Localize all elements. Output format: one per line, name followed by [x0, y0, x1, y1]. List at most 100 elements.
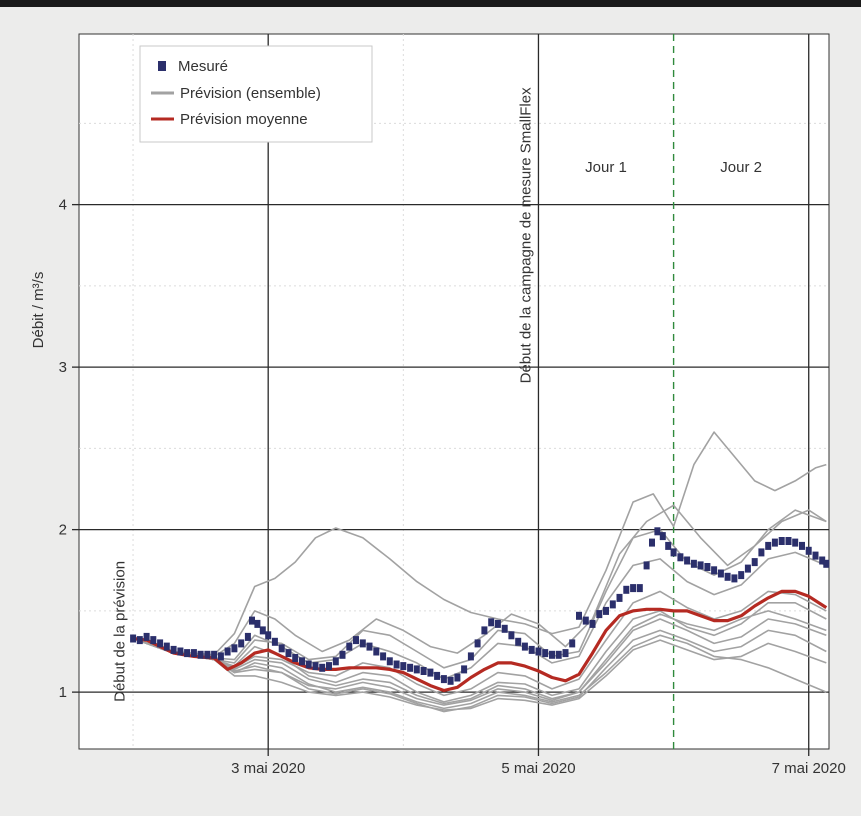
measured-point [143, 632, 150, 641]
measured-point [157, 639, 164, 648]
measured-point [292, 654, 299, 662]
measured-point [562, 649, 569, 658]
legend-box [139, 45, 373, 143]
measured-point [582, 616, 589, 625]
measured-point [799, 541, 805, 550]
measured-point [792, 538, 799, 547]
measured-point [440, 675, 447, 684]
legend-ensemble-label: Prévision (ensemble) [180, 85, 321, 102]
measured-point [765, 541, 772, 550]
top-rule [0, 0, 861, 7]
period-label-day-1: Jour 1 [585, 159, 627, 176]
legend: Mesuré Prévision (ensemble) Prévision mo… [139, 45, 373, 143]
measured-point [805, 546, 812, 555]
measured-point [224, 647, 231, 656]
measured-point [569, 639, 576, 648]
measured-point [659, 532, 666, 541]
measured-point [130, 634, 137, 643]
measured-point [461, 665, 468, 674]
measured-point [724, 572, 731, 581]
measured-point [184, 649, 191, 658]
measured-point [684, 556, 691, 565]
measured-point [434, 671, 441, 680]
measured-point [427, 668, 434, 677]
measured-point [778, 537, 785, 545]
x-tick-label: 5 mai 2020 [501, 760, 575, 777]
measured-point [259, 626, 266, 635]
measured-point [467, 652, 474, 661]
x-tick-label: 7 mai 2020 [772, 760, 846, 777]
measured-point [278, 644, 285, 653]
measured-point [535, 647, 542, 656]
measured-point [170, 645, 177, 654]
measured-point [738, 571, 745, 580]
measured-point [326, 662, 332, 671]
measured-point [649, 538, 655, 547]
measured-point [704, 563, 711, 571]
measured-point [609, 600, 616, 609]
ensemble-forecast-line-9 [132, 509, 827, 669]
measured-point [481, 626, 488, 635]
measured-point [823, 559, 830, 568]
measured-point [711, 566, 718, 575]
measured-point [447, 676, 454, 685]
y-axis-title: Débit / m³/s [30, 272, 47, 349]
measured-point [231, 644, 238, 653]
measured-point [474, 639, 481, 648]
measured-point [576, 611, 582, 620]
measured-point [589, 619, 596, 628]
measured-point [596, 610, 603, 619]
measured-point [190, 649, 197, 658]
measured-point [163, 642, 170, 651]
measured-point [454, 673, 461, 682]
y-tick-label: 4 [59, 197, 67, 214]
measured-point [819, 556, 826, 565]
measured-point [211, 650, 218, 659]
measured-point [332, 657, 339, 666]
measured-point [285, 649, 292, 658]
measured-point [177, 647, 184, 656]
measured-point [515, 637, 522, 646]
measured-point [542, 649, 549, 658]
measured-point [812, 551, 819, 560]
y-tick-label: 2 [59, 522, 67, 539]
mean-forecast-line [132, 589, 828, 693]
ensemble-forecast-line-3 [132, 551, 827, 680]
measured-points [130, 527, 830, 685]
measured-point [312, 662, 319, 671]
measured-point [771, 538, 778, 547]
measured-point [616, 593, 623, 602]
ensemble-forecast-line-10 [132, 610, 827, 705]
measured-point [744, 564, 751, 573]
measured-point [488, 618, 495, 627]
measured-point [136, 636, 143, 645]
measured-point [731, 574, 738, 583]
measured-point [373, 647, 380, 656]
measured-point [528, 645, 535, 654]
forecast-start-label: Début de la prévision [111, 561, 128, 702]
campaign-start-label: Début de la campagne de mesure SmallFlex [517, 87, 534, 383]
measured-point [413, 665, 420, 674]
measured-point [785, 537, 792, 545]
measured-point [654, 527, 661, 536]
measured-point [758, 548, 765, 557]
measured-point [380, 652, 387, 661]
measured-point [407, 663, 414, 672]
ensemble-forecast-line-5 [132, 618, 827, 706]
measured-point [305, 660, 312, 669]
measured-point [665, 541, 672, 550]
measured-point [717, 569, 724, 578]
measured-point [393, 660, 400, 669]
series-lines [132, 431, 828, 713]
measured-point [751, 558, 758, 567]
measured-point [603, 606, 609, 615]
legend-measured-marker [158, 61, 166, 71]
measured-point [244, 632, 251, 641]
ensemble-forecast-line-1 [132, 431, 827, 656]
measured-point [254, 619, 261, 628]
measured-point [386, 657, 393, 666]
measured-point [508, 631, 515, 640]
ensemble-forecast-line-11 [132, 629, 827, 713]
measured-point [353, 636, 359, 645]
